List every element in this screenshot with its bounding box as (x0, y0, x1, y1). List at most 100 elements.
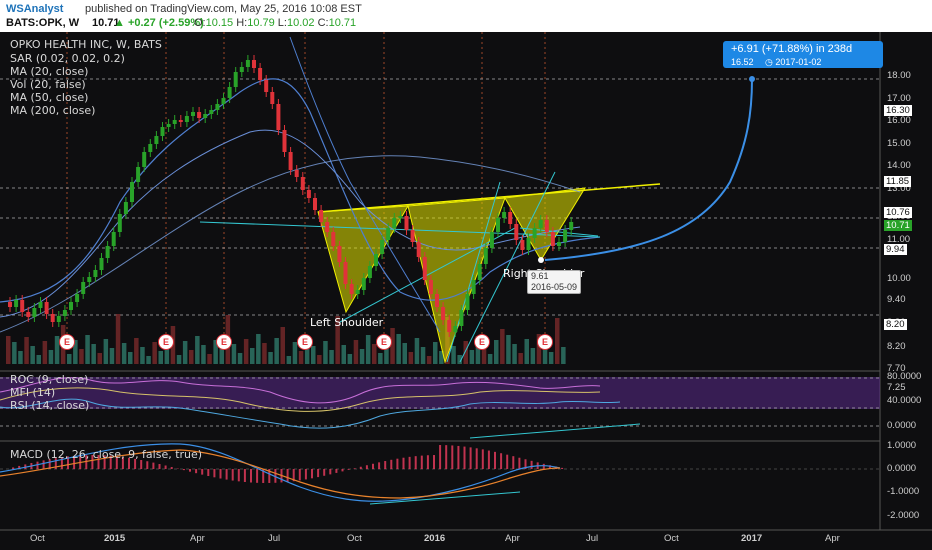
volume-bar (12, 342, 17, 364)
volume-bar (414, 338, 420, 364)
volume-bar (420, 347, 426, 364)
volume-bar (317, 355, 322, 364)
candle-body (184, 116, 189, 122)
indicator-rsi[interactable]: RSI (14, close) (10, 399, 90, 412)
candle-body (136, 167, 141, 182)
indicator-ma50[interactable]: MA (50, close) (10, 91, 89, 104)
macd-histogram-bar (182, 469, 185, 471)
volume-bar (128, 352, 133, 364)
macd-histogram-bar (195, 469, 198, 474)
candle-body (270, 92, 275, 104)
macd-histogram-bar (304, 469, 307, 480)
macd-histogram-bar (518, 457, 521, 469)
indicator-ma200[interactable]: MA (200, close) (10, 104, 96, 117)
macd-histogram-bar (347, 469, 350, 470)
indicator-vol[interactable]: Vol (20, false) (10, 78, 86, 91)
macd-histogram-bar (207, 469, 210, 477)
earnings-marker[interactable]: E (59, 334, 75, 350)
macd-axis-label: -1.0000 (887, 486, 920, 497)
macd-histogram-bar (414, 456, 417, 469)
oscillator-axis-label: 0.0000 (887, 420, 917, 431)
candle-body (496, 218, 500, 232)
volume-bar (475, 336, 481, 364)
volume-bar (42, 341, 48, 364)
macd-histogram-bar (97, 455, 100, 469)
macd-histogram-bar (481, 449, 484, 469)
indicator-sar[interactable]: SAR (0.02, 0.02, 0.2) (10, 52, 125, 65)
candle-body (75, 294, 80, 302)
volume-bar (207, 354, 212, 364)
volume-bar (298, 351, 304, 364)
macd-histogram-bar (231, 469, 234, 481)
candle-body (252, 60, 256, 68)
macd-histogram-bar (243, 469, 246, 483)
volume-bar (195, 336, 200, 364)
indicator-roc[interactable]: ROC (9, close) (10, 373, 89, 386)
volume-bar (243, 339, 249, 364)
candle-body (520, 240, 525, 250)
earnings-marker[interactable]: E (216, 334, 232, 350)
indicator-mfi[interactable]: MFI (14) (10, 386, 56, 399)
candle-body (471, 280, 476, 294)
price-axis-label: 17.00 (887, 93, 911, 104)
volume-bar (48, 350, 54, 364)
volume-bar (201, 345, 206, 364)
price-badge: 10.76 (884, 207, 912, 218)
earnings-marker[interactable]: E (376, 334, 392, 350)
candle-body (526, 238, 531, 250)
earnings-marker[interactable]: E (537, 334, 553, 350)
indicator-macd[interactable]: MACD (12, 26, close, 9, false, true) (10, 448, 203, 461)
volume-bar (103, 339, 109, 364)
volume-bar (54, 336, 60, 364)
candle-body (294, 170, 299, 177)
projection-tooltip: +6.91 (+71.88%) in 238d 16.52 ◷ 2017-01-… (723, 41, 883, 68)
candle-body (550, 232, 555, 246)
candle-body (148, 144, 153, 152)
candle-body (404, 216, 409, 230)
candle-body (50, 314, 55, 322)
macd-histogram-bar (408, 456, 411, 469)
macd-histogram-bar (512, 456, 515, 469)
volume-bar (536, 334, 542, 364)
volume-bar (402, 343, 407, 364)
publish-header: WSAnalyst published on TradingView.com, … (0, 0, 932, 32)
left-shoulder-label: Left Shoulder (310, 316, 384, 329)
macd-histogram-bar (213, 469, 216, 478)
volume-bar (85, 335, 90, 364)
earnings-marker[interactable]: E (297, 334, 313, 350)
volume-bar (164, 337, 170, 364)
volume-bar (494, 340, 499, 364)
candle-body (227, 87, 232, 98)
volume-bar (548, 352, 554, 364)
chart-canvas[interactable] (0, 32, 932, 550)
candle-body (178, 120, 183, 122)
oscillator-axis-label: 80.0000 (887, 371, 922, 382)
macd-histogram-bar (292, 469, 295, 482)
candle-body (105, 246, 110, 258)
volume-bar (500, 329, 505, 364)
macd-histogram-bar (42, 460, 45, 469)
earnings-marker[interactable]: E (474, 334, 490, 350)
candle-body (441, 307, 446, 320)
price-badge: 9.94 (884, 244, 907, 255)
candle-body (282, 130, 287, 152)
volume-bar (542, 343, 548, 364)
time-axis-label: Oct (664, 533, 679, 544)
macd-histogram-bar (73, 455, 76, 469)
candle-body (239, 67, 244, 72)
macd-histogram-bar (384, 461, 387, 469)
candle-body (367, 266, 372, 278)
candle-body (337, 246, 342, 262)
time-axis-label: 2015 (104, 533, 126, 544)
candle-body (563, 230, 568, 242)
volume-bar (73, 340, 78, 364)
candle-body (117, 214, 122, 232)
price-axis-label: 7.25 (887, 382, 906, 393)
volume-bar (463, 341, 468, 364)
time-axis-label: 2016 (424, 533, 446, 544)
earnings-marker[interactable]: E (158, 334, 174, 350)
indicator-ma20[interactable]: MA (20, close) (10, 65, 89, 78)
candle-body (8, 302, 12, 307)
projection-date: ◷ 2017-01-02 (765, 57, 822, 67)
author-link[interactable]: WSAnalyst (6, 3, 64, 15)
